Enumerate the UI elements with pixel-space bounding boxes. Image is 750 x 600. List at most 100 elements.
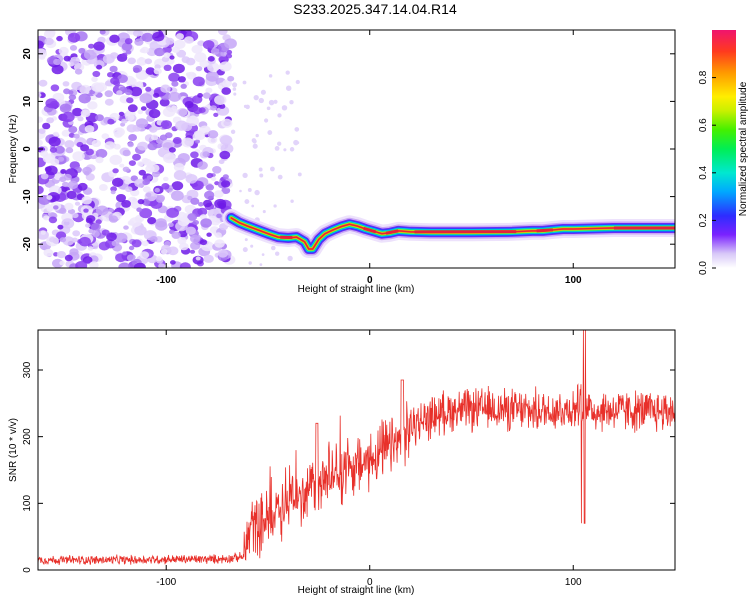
noise-blob [128, 134, 138, 141]
noise-blob [128, 160, 136, 167]
noise-dot [277, 174, 283, 180]
noise-blob [216, 105, 230, 116]
noise-blob [128, 77, 137, 85]
noise-blob [112, 177, 124, 187]
noise-blob [221, 87, 231, 95]
noise-dot [266, 106, 271, 111]
noise-blob [190, 115, 197, 121]
noise-blob [118, 111, 125, 116]
noise-dot [281, 105, 288, 111]
noise-blob [54, 145, 65, 154]
noise-dot [290, 199, 294, 203]
noise-blob [74, 201, 81, 206]
noise-blob [74, 68, 83, 75]
noise-blob [168, 72, 180, 83]
noise-blob [139, 208, 153, 219]
noise-blob [220, 135, 233, 146]
noise-dot [270, 166, 275, 172]
noise-blob [160, 249, 168, 255]
noise-dot [251, 204, 255, 208]
noise-blob [141, 32, 154, 43]
noise-blob [58, 46, 69, 56]
noise-blob [197, 93, 204, 98]
noise-dot [267, 130, 273, 136]
noise-blob [43, 215, 50, 221]
noise-dot [261, 253, 265, 256]
noise-blob [134, 38, 144, 46]
snr-panel: -100 0 100 0 100 200 300 Height of straight li… [8, 329, 676, 596]
noise-blob [160, 84, 171, 93]
noise-blob [59, 260, 65, 266]
noise-dot [255, 133, 259, 138]
noise-blob [91, 76, 98, 83]
noise-blob [129, 86, 143, 97]
noise-blob [89, 261, 99, 268]
noise-blob [146, 175, 153, 180]
noise-blob [61, 129, 71, 137]
noise-blob [78, 47, 86, 54]
noise-blob [155, 256, 163, 262]
noise-blob [44, 37, 54, 46]
noise-blob [50, 84, 60, 92]
noise-blob [206, 232, 212, 237]
noise-blob [48, 136, 61, 147]
noise-blob [101, 229, 110, 236]
noise-blob [67, 180, 79, 190]
noise-blob [161, 183, 170, 190]
noise-blob [153, 92, 160, 98]
noise-blob [61, 218, 75, 229]
noise-blob [110, 77, 120, 85]
noise-blob [77, 116, 84, 122]
noise-blob [104, 90, 114, 98]
noise-blob [40, 150, 48, 157]
noise-blob [109, 34, 120, 43]
noise-blob [148, 127, 155, 132]
noise-blob [137, 199, 145, 205]
noise-dot [239, 189, 242, 193]
noise-blob [92, 212, 99, 218]
noise-blob [214, 95, 227, 105]
colorbar-tick-label: 0.6 [698, 118, 709, 132]
noise-blob [73, 133, 80, 139]
noise-blob [202, 199, 213, 208]
noise-blob [151, 134, 159, 141]
noise-blob [176, 33, 184, 40]
noise-blob [122, 149, 131, 157]
noise-blob [214, 190, 224, 198]
noise-blob [66, 190, 77, 200]
noise-blob [71, 212, 79, 219]
noise-blob [99, 30, 106, 35]
noise-dot [253, 94, 259, 101]
colorbar-tick-label: 0.4 [698, 165, 709, 179]
noise-blob [187, 195, 193, 201]
noise-blob [220, 51, 228, 57]
noise-dot [258, 97, 264, 104]
noise-blob [61, 111, 75, 123]
noise-blob [72, 230, 81, 237]
noise-blob [185, 174, 198, 184]
noise-blob [122, 251, 128, 256]
noise-blob [206, 172, 214, 179]
noise-blob [226, 49, 233, 55]
noise-blob [145, 165, 155, 173]
noise-blob [225, 53, 233, 59]
noise-blob [87, 101, 98, 110]
noise-blob [57, 224, 64, 230]
noise-dot [260, 89, 266, 95]
colorbar: 0.0 0.2 0.4 0.6 0.8 Normalized spectral ampl… [698, 30, 749, 275]
noise-dot [289, 100, 294, 105]
noise-blob [59, 176, 67, 183]
noise-dot [244, 199, 250, 205]
noise-dot [230, 129, 236, 135]
noise-dot [277, 141, 282, 146]
noise-blob [190, 197, 200, 205]
noise-blob [202, 40, 215, 50]
noise-blob [43, 248, 54, 257]
noise-dot [274, 251, 280, 256]
noise-blob [124, 38, 133, 45]
noise-blob [83, 49, 97, 60]
noise-blob [148, 108, 161, 119]
x-tick-label: 100 [565, 275, 582, 286]
noise-blob [184, 36, 194, 44]
noise-blob [153, 67, 162, 75]
